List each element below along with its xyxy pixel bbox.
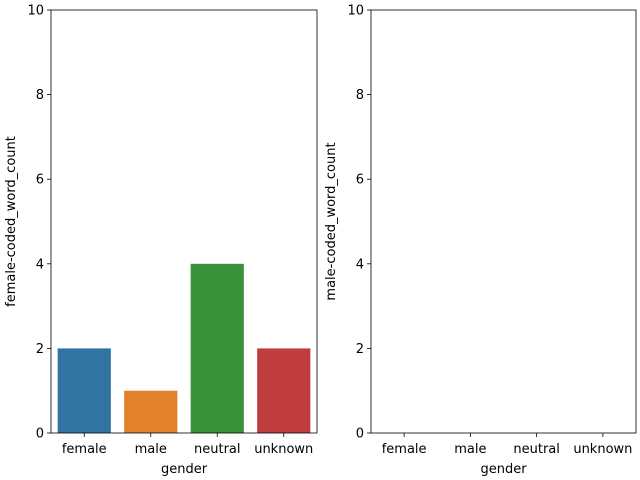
y-tick-label: 0 <box>356 427 364 442</box>
x-axis-label: gender <box>480 462 527 477</box>
axes-frame <box>50 9 318 434</box>
y-tick-label: 0 <box>36 427 44 442</box>
y-tick-label: 2 <box>36 342 44 357</box>
left-subplot: 0 2 4 6 8 10 female male neutral unknown gender fem… <box>4 4 318 477</box>
x-tick-label-neutral: neutral <box>194 442 241 457</box>
y-tick-label: 6 <box>36 173 44 188</box>
y-tick-label: 4 <box>36 257 44 272</box>
x-tick-label-female: female <box>382 442 427 457</box>
y-axis-label: female-coded_word_count <box>4 136 19 307</box>
y-tick-label: 10 <box>27 4 44 19</box>
bar-neutral <box>190 263 244 433</box>
y-tick-label: 4 <box>356 257 364 272</box>
x-tick-label-unknown: unknown <box>254 442 313 457</box>
y-axis-label: male-coded_word_count <box>324 142 339 300</box>
y-tick-label: 8 <box>36 88 44 103</box>
right-subplot: 0 2 4 6 8 10 female male neutral unknown gender mal… <box>324 4 637 477</box>
x-tick-label-male: male <box>135 442 167 457</box>
bar-male <box>124 390 178 433</box>
y-tick-label: 8 <box>356 88 364 103</box>
axes-frame <box>370 9 637 434</box>
x-tick-label-male: male <box>454 442 486 457</box>
x-tick-label-unknown: unknown <box>573 442 632 457</box>
x-axis-label: gender <box>161 462 208 477</box>
y-tick-label: 2 <box>356 342 364 357</box>
x-tick-label-female: female <box>62 442 107 457</box>
x-tick-label-neutral: neutral <box>513 442 560 457</box>
bar-unknown <box>257 348 311 433</box>
y-tick-label: 10 <box>347 4 364 19</box>
y-tick-label: 6 <box>356 173 364 188</box>
bar-female <box>57 348 111 433</box>
